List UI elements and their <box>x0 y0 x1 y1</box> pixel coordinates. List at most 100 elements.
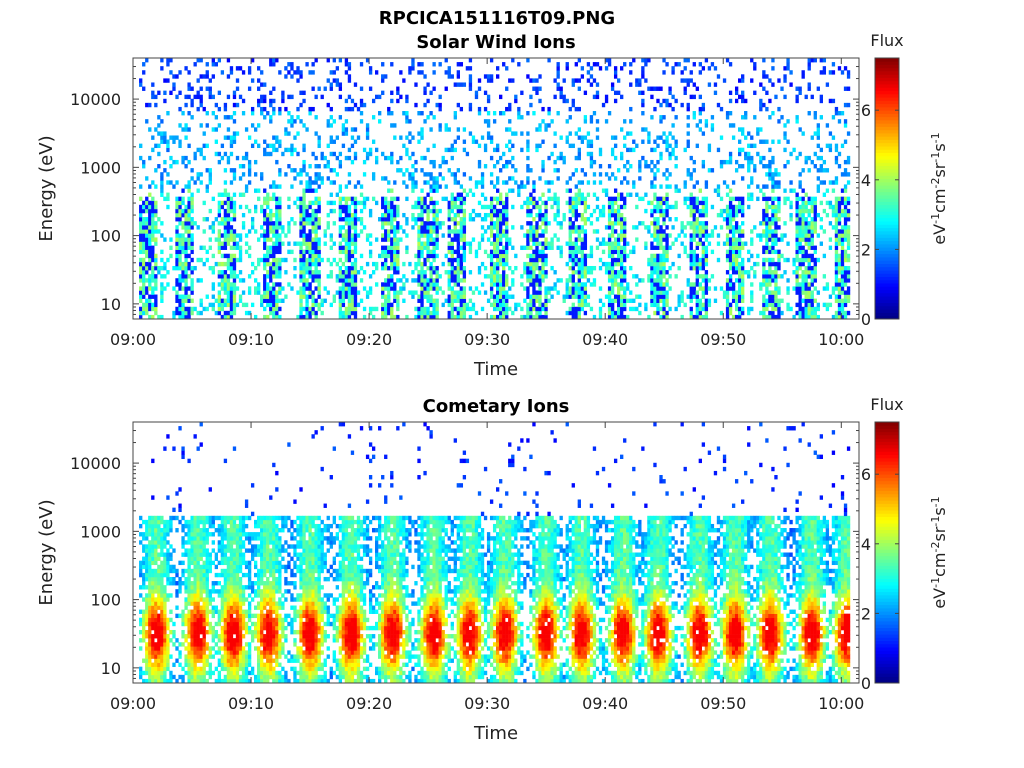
flux-cell <box>795 233 799 238</box>
flux-cell <box>384 196 388 202</box>
flux-cell <box>741 98 745 104</box>
flux-cell <box>423 200 427 206</box>
flux-cell <box>816 302 820 308</box>
flux-cell <box>305 204 309 210</box>
flux-cell <box>429 208 433 214</box>
flux-cell <box>260 98 264 104</box>
flux-cell <box>417 249 421 255</box>
flux-cell <box>701 274 706 279</box>
flux-cell <box>496 237 500 242</box>
flux-cell <box>635 225 639 230</box>
flux-cell <box>701 131 706 136</box>
flux-cell <box>142 221 146 226</box>
flux-cell <box>568 196 572 202</box>
flux-cell <box>314 188 318 193</box>
flux-cell <box>347 245 352 250</box>
flux-cell <box>698 261 702 267</box>
flux-cell <box>474 90 479 96</box>
flux-cell <box>232 192 237 197</box>
flux-cell <box>792 188 796 193</box>
flux-cell <box>683 225 687 230</box>
flux-cell <box>438 172 442 177</box>
flux-cell <box>208 225 212 230</box>
flux-cell <box>375 261 379 267</box>
flux-cell <box>311 249 315 255</box>
flux-cell <box>765 208 769 214</box>
flux-cell <box>738 233 742 238</box>
flux-cell <box>338 306 343 312</box>
flux-cell <box>526 200 530 206</box>
flux-cell <box>299 298 303 303</box>
flux-cell <box>499 310 503 316</box>
flux-cell <box>559 278 563 283</box>
flux-cell <box>795 310 799 316</box>
flux-cell <box>502 261 506 267</box>
flux-cell <box>178 143 182 149</box>
flux-cell <box>496 176 500 181</box>
flux-cell <box>311 188 315 193</box>
flux-cell <box>502 204 506 210</box>
flux-cell <box>387 282 391 287</box>
flux-cell <box>142 229 146 234</box>
flux-cell <box>695 123 699 128</box>
flux-cell <box>707 241 712 246</box>
flux-cell <box>347 225 352 230</box>
flux-cell <box>728 257 733 263</box>
flux-cell <box>617 241 621 246</box>
flux-cell <box>523 261 527 267</box>
flux-cell <box>423 245 427 250</box>
flux-cell <box>335 82 339 87</box>
flux-cell <box>208 245 212 250</box>
flux-cell <box>375 159 379 165</box>
flux-cell <box>187 82 191 87</box>
flux-cell <box>689 200 693 206</box>
flux-cell <box>741 245 745 250</box>
flux-cell <box>750 253 754 259</box>
flux-cell <box>263 94 267 100</box>
flux-cell <box>786 302 790 308</box>
flux-cell <box>816 257 820 263</box>
flux-cell <box>232 290 237 295</box>
flux-cell <box>783 78 787 83</box>
flux-cell <box>538 274 542 279</box>
flux-cell <box>728 123 733 128</box>
flux-cell <box>553 192 557 197</box>
flux-cell <box>459 200 464 206</box>
flux-cell <box>250 225 255 230</box>
flux-cell <box>792 257 796 263</box>
flux-cell <box>565 135 569 140</box>
flux-cell <box>314 180 318 185</box>
flux-cell <box>323 241 327 246</box>
flux-cell <box>193 221 197 226</box>
flux-cell <box>801 306 805 312</box>
flux-cell <box>175 204 179 210</box>
flux-cell <box>523 270 527 275</box>
flux-cell <box>804 274 808 279</box>
flux-cell <box>586 302 591 308</box>
flux-cell <box>414 290 418 295</box>
flux-cell <box>496 261 500 267</box>
flux-cell <box>338 200 343 206</box>
flux-cell <box>311 229 315 234</box>
flux-cell <box>175 233 179 238</box>
flux-cell <box>635 143 639 149</box>
flux-cell <box>538 123 542 128</box>
flux-cell <box>205 111 209 116</box>
flux-cell <box>438 106 442 112</box>
flux-cell <box>420 217 424 222</box>
flux-cell <box>698 188 702 193</box>
flux-cell <box>556 155 560 161</box>
flux-cell <box>668 286 672 291</box>
flux-cell <box>462 225 467 230</box>
flux-cell <box>731 298 736 303</box>
flux-cell <box>544 237 548 242</box>
flux-cell <box>178 217 182 222</box>
flux-cell <box>623 176 627 181</box>
flux-cell <box>623 229 627 234</box>
flux-cell <box>335 192 339 197</box>
flux-cell <box>305 257 309 263</box>
flux-cell <box>387 155 391 161</box>
flux-cell <box>499 306 503 312</box>
flux-cell <box>568 249 572 255</box>
flux-cell <box>178 286 182 291</box>
